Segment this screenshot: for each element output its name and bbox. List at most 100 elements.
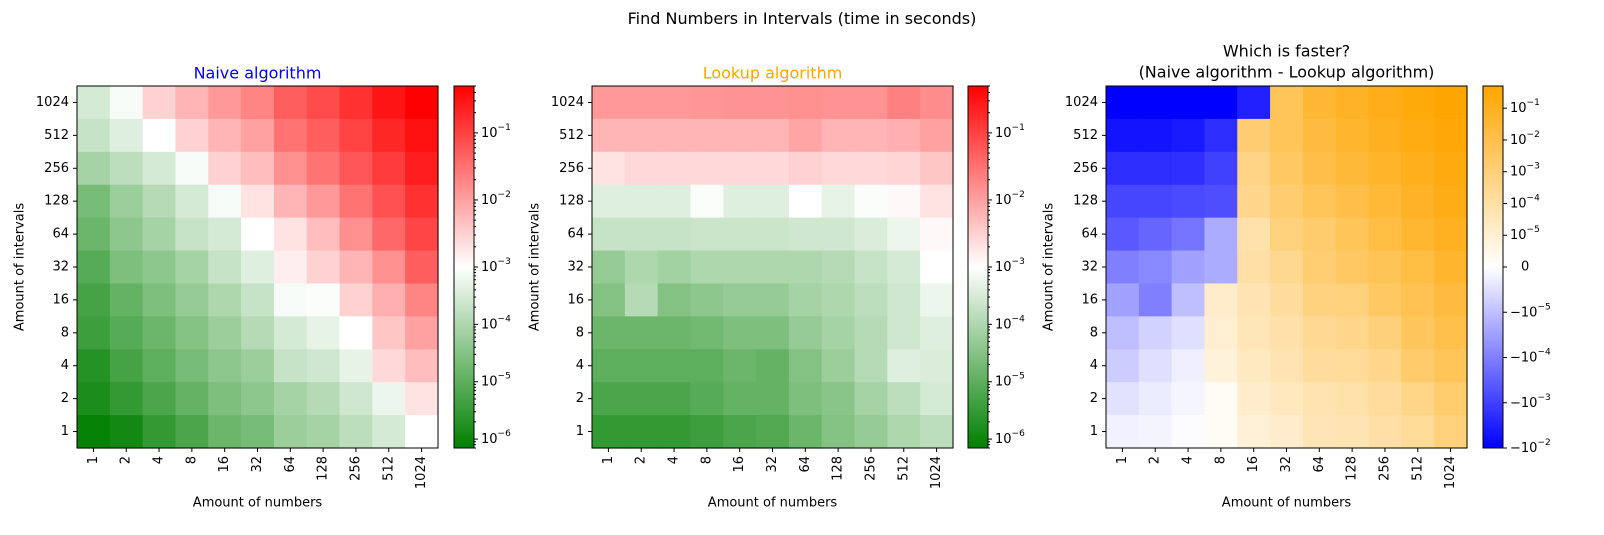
heatmap-cell	[788, 217, 823, 252]
panel-title: Lookup algorithm	[703, 64, 843, 83]
heatmap-cell	[306, 118, 341, 153]
heatmap-cell	[1237, 151, 1271, 186]
heatmap-cell	[77, 217, 111, 252]
heatmap-cell	[306, 349, 341, 383]
colorbar-tick-label: 10−6	[995, 429, 1025, 447]
heatmap-cell	[1302, 184, 1337, 219]
heatmap-cell	[1335, 86, 1370, 120]
heatmap-cell	[1171, 382, 1206, 416]
y-axis-label: Amount of intervals	[528, 203, 543, 331]
heatmap-cell	[405, 250, 439, 285]
heatmap-cell	[241, 151, 275, 186]
heatmap-cell	[1335, 415, 1370, 449]
heatmap-cell	[854, 151, 888, 186]
heatmap-cell	[306, 86, 341, 120]
heatmap-cell	[1204, 250, 1238, 285]
heatmap-cell	[624, 250, 659, 285]
heatmap-cell	[920, 118, 954, 153]
heatmap-cell	[142, 86, 177, 120]
heatmap-cell	[273, 250, 308, 285]
heatmap-cell	[1138, 250, 1173, 285]
heatmap-cell	[821, 250, 856, 285]
heatmap-cell	[175, 382, 209, 416]
colorbar-tick-label: 10−6	[481, 429, 511, 447]
heatmap-cell	[624, 217, 659, 252]
heatmap-cell	[208, 250, 242, 285]
y-tick-label: 128	[44, 194, 69, 209]
colorbar-tick-label: −10−4	[1510, 347, 1551, 365]
heatmap-cell	[1204, 415, 1238, 449]
heatmap-cell	[854, 415, 888, 449]
colorbar-tick-label: 10−1	[995, 122, 1025, 140]
heatmap-cell	[1401, 283, 1435, 317]
heatmap-cell	[854, 349, 888, 383]
heatmap-cell	[109, 283, 144, 317]
heatmap-cell	[109, 382, 144, 416]
heatmap-cell	[241, 283, 275, 317]
heatmap-cell	[273, 316, 308, 350]
x-tick-label: 4	[1181, 456, 1196, 464]
heatmap-cell	[241, 217, 275, 252]
heatmap-cell	[1270, 382, 1304, 416]
heatmap-cell	[109, 184, 144, 219]
y-tick-label: 1024	[551, 95, 584, 110]
heatmap-cell	[723, 86, 757, 120]
heatmap-cell	[1204, 349, 1238, 383]
heatmap-cell	[306, 151, 341, 186]
heatmap-cell	[1171, 283, 1206, 317]
heatmap-cell	[339, 250, 373, 285]
heatmap-cell	[241, 250, 275, 285]
heatmap-cell	[690, 382, 724, 416]
heatmap-cell	[175, 217, 209, 252]
heatmap-cell	[1204, 184, 1238, 219]
x-tick-label: 64	[283, 456, 298, 473]
x-tick-label: 128	[1345, 456, 1360, 481]
heatmap-cell	[273, 415, 308, 449]
heatmap-cell	[756, 217, 790, 252]
heatmap-cell	[405, 415, 439, 449]
heatmap-cell	[208, 151, 242, 186]
heatmap-cell	[920, 415, 954, 449]
heatmap-cell	[306, 250, 341, 285]
heatmap-cell	[657, 349, 692, 383]
heatmap-cell	[1302, 316, 1337, 350]
heatmap-cell	[372, 283, 406, 317]
heatmap-cell	[690, 151, 724, 186]
x-tick-label: 8	[699, 456, 714, 464]
heatmap-cell	[1106, 316, 1140, 350]
heatmap-cell	[756, 184, 790, 219]
heatmap-cell	[690, 184, 724, 219]
heatmap-cell	[920, 382, 954, 416]
heatmap-cell	[1368, 184, 1402, 219]
heatmap-cell	[1237, 382, 1271, 416]
heatmap-cell	[1138, 86, 1173, 120]
heatmap-cell	[1171, 250, 1206, 285]
heatmap-cell	[306, 316, 341, 350]
heatmap-cell	[1401, 415, 1435, 449]
heatmap-cell	[208, 349, 242, 383]
heatmap-cell	[854, 86, 888, 120]
x-tick-label: 256	[863, 456, 878, 481]
heatmap-cell	[109, 349, 144, 383]
heatmap-cell	[920, 86, 954, 120]
heatmap-cell	[624, 184, 659, 219]
heatmap-cell	[1237, 118, 1271, 153]
heatmap-cell	[657, 151, 692, 186]
heatmap-cell	[306, 283, 341, 317]
heatmap-cell	[1204, 316, 1238, 350]
heatmap-cell	[142, 415, 177, 449]
heatmap-cell	[1434, 349, 1468, 383]
heatmap-cell	[592, 382, 626, 416]
heatmap-cell	[1106, 217, 1140, 252]
x-tick-label: 16	[217, 456, 232, 473]
heatmap-cell	[372, 184, 406, 219]
heatmap-cell	[1106, 283, 1140, 317]
heatmap-cell	[723, 184, 757, 219]
heatmap-cell	[405, 382, 439, 416]
x-tick-label: 4	[152, 456, 167, 464]
heatmap-cell	[1302, 283, 1337, 317]
y-tick-label: 256	[44, 161, 69, 176]
heatmap-cell	[1401, 86, 1435, 120]
